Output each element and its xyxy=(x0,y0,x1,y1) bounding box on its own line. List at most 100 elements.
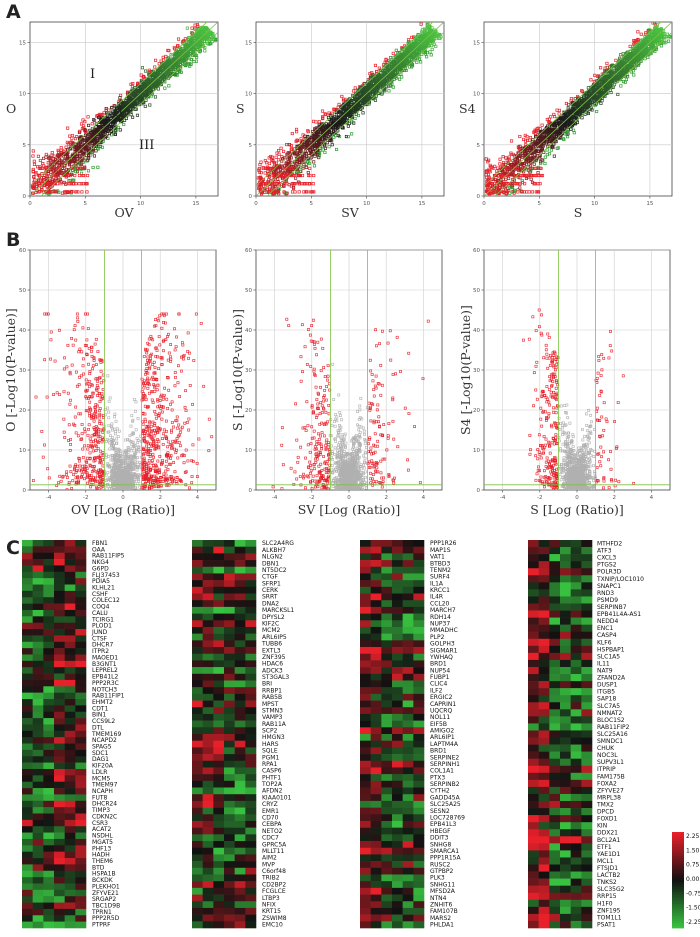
panel-letter-a: A xyxy=(6,1,21,23)
scatter-point xyxy=(122,122,126,127)
scatter-point xyxy=(66,148,70,152)
scatter-point xyxy=(40,187,44,191)
scatter-point xyxy=(263,171,267,175)
scatter-point xyxy=(143,85,148,89)
scatter-point xyxy=(104,119,108,124)
scatter-point xyxy=(92,141,96,145)
scatter-point xyxy=(100,120,104,124)
scatter-point xyxy=(139,73,143,77)
scatter-point xyxy=(59,182,63,186)
scatter-point xyxy=(153,65,157,69)
scatter-point xyxy=(201,42,205,46)
scatter-point xyxy=(81,118,85,122)
scatter-point xyxy=(31,184,35,188)
scatter-point xyxy=(192,39,196,43)
diagonal-guide-line xyxy=(30,22,218,196)
scatter-point xyxy=(188,64,192,68)
scatter-point xyxy=(321,148,325,152)
scatter-point xyxy=(70,142,74,146)
scatter-point xyxy=(39,166,43,170)
scatter-point xyxy=(334,147,339,152)
scatter-point xyxy=(84,129,88,133)
scatter-point xyxy=(434,44,438,48)
scatter-point xyxy=(200,34,204,39)
scatter-point xyxy=(87,123,91,127)
scatter-point xyxy=(189,57,193,62)
scatter-point xyxy=(90,151,94,155)
scatter-point xyxy=(36,154,40,158)
scatter-point xyxy=(86,169,91,173)
scatter-point xyxy=(110,129,114,133)
scatter-point xyxy=(81,160,85,164)
scatter-point xyxy=(164,54,168,58)
scatter-point xyxy=(178,62,182,66)
scatter-point xyxy=(140,66,145,70)
scatter-point xyxy=(127,91,131,96)
scatter-point xyxy=(181,48,185,52)
scatter-point xyxy=(86,115,90,119)
scatter-point xyxy=(162,75,166,79)
scatter-point xyxy=(52,169,56,173)
scatter-point xyxy=(56,173,60,177)
x-tick-label: 15 xyxy=(192,201,199,207)
scatter-point xyxy=(168,59,172,64)
scatter-point xyxy=(129,82,133,86)
scatter-point xyxy=(77,146,81,150)
scatter-point xyxy=(131,91,135,95)
scatter-point xyxy=(170,65,174,69)
scatter-point xyxy=(36,165,40,169)
scatter-point xyxy=(155,81,159,85)
scatter-point xyxy=(204,37,208,41)
scatter-point xyxy=(356,113,361,118)
scatter-point xyxy=(179,70,183,74)
scatter-point xyxy=(52,160,56,164)
scatter-point xyxy=(87,153,91,157)
scatter-point xyxy=(168,75,172,79)
scatter-point xyxy=(176,59,180,63)
scatter-point xyxy=(84,144,88,148)
scatter-point xyxy=(66,126,70,130)
diagonal-guide-line xyxy=(30,22,208,187)
scatter-point xyxy=(70,189,74,194)
scatter-point xyxy=(33,182,37,186)
scatter-point xyxy=(46,182,50,186)
scatter-point xyxy=(35,184,39,188)
scatter-point xyxy=(158,78,162,82)
scatter-point xyxy=(145,81,149,85)
scatter-point xyxy=(39,176,43,180)
scatter-point xyxy=(145,94,149,98)
scatter-point xyxy=(117,105,121,109)
scatter-point xyxy=(72,164,76,168)
scatter-point xyxy=(111,109,115,113)
scatter-point xyxy=(206,33,210,37)
scatter-point xyxy=(330,143,334,147)
scatter-point xyxy=(32,159,36,163)
scatter-point xyxy=(38,189,42,193)
scatter-point xyxy=(79,122,84,126)
scatter-point xyxy=(31,191,35,195)
scatter-point xyxy=(74,145,78,149)
scatter-point xyxy=(143,104,147,108)
scatter-point xyxy=(99,112,103,117)
panel-letter-b: B xyxy=(6,229,20,251)
scatter-point xyxy=(42,173,47,178)
scatter-point xyxy=(387,89,391,93)
scatter-point xyxy=(50,151,54,155)
scatter-point xyxy=(37,182,41,186)
scatter-point xyxy=(118,128,122,132)
scatter-point xyxy=(101,137,105,141)
scatter-point xyxy=(201,31,205,35)
y-tick-label: 15 xyxy=(19,40,26,46)
scatter-point xyxy=(97,115,101,119)
scatter-point xyxy=(156,69,160,73)
scatter-point xyxy=(54,190,59,194)
scatter-point xyxy=(170,57,174,61)
scatter-point xyxy=(108,114,112,118)
scatter-point xyxy=(75,170,79,174)
scatter-point xyxy=(142,82,146,86)
scatter-point xyxy=(87,147,92,151)
scatter-point xyxy=(194,35,198,39)
scatter-point xyxy=(93,137,97,141)
